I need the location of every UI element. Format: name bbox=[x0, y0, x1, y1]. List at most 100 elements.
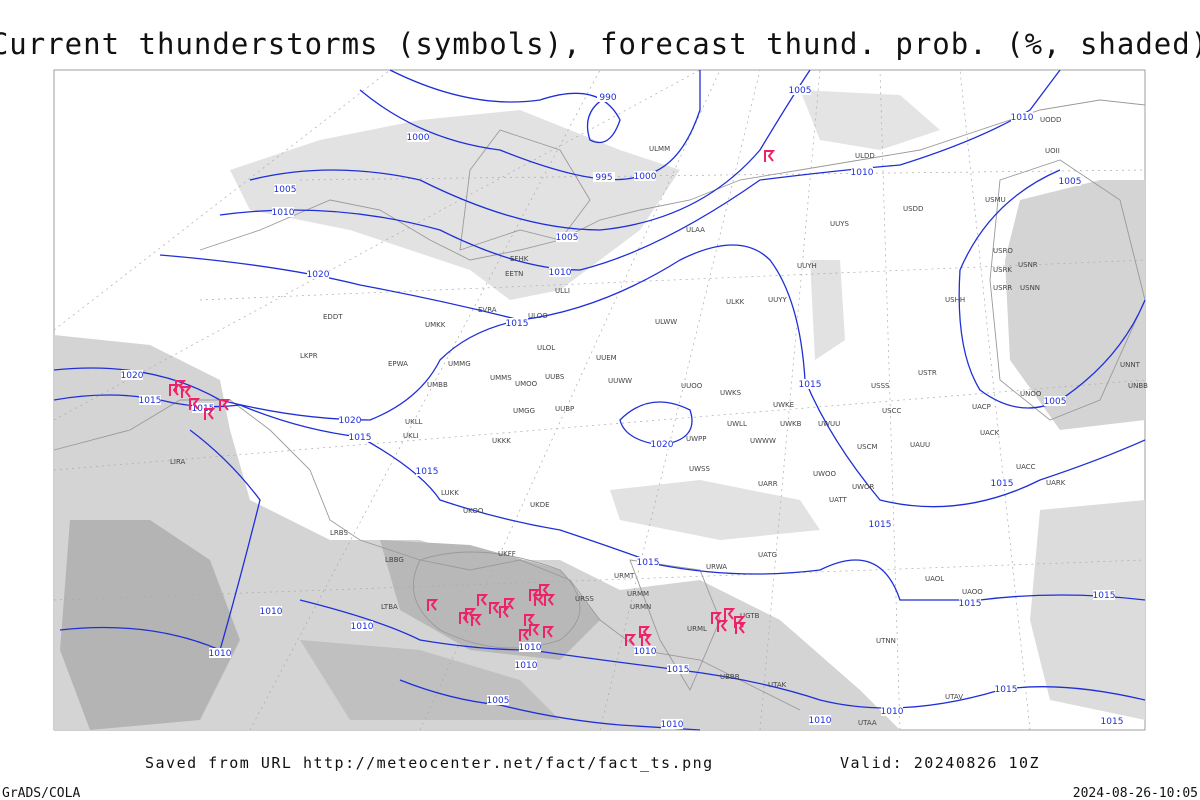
station-label: UACP bbox=[972, 403, 991, 411]
map-labels: 990 1005 1010 1000 1000 995 1010 1005 1005 1010 10… bbox=[121, 85, 1148, 730]
thunderstorm-symbols bbox=[169, 150, 776, 646]
station-label: UAOL bbox=[925, 575, 944, 583]
station-label: LKPR bbox=[300, 352, 318, 360]
isobar-label-bg bbox=[139, 395, 161, 405]
station-label: UACC bbox=[1016, 463, 1036, 471]
coast-caspian bbox=[629, 559, 721, 691]
isobar-label: 1005 bbox=[789, 86, 812, 96]
isobar-label-bg bbox=[789, 85, 811, 95]
isobar bbox=[219, 69, 1061, 271]
thunderstorm-symbol bbox=[625, 634, 637, 646]
station-label: UKDE bbox=[530, 501, 550, 509]
isobar-label-bg bbox=[651, 439, 673, 449]
isobar-label-bg bbox=[1093, 590, 1115, 600]
isobar-label-bg bbox=[549, 267, 571, 277]
isobar-label-bg bbox=[634, 646, 656, 656]
isobar-label: 1010 bbox=[351, 622, 374, 632]
shade-arctic bbox=[800, 90, 940, 150]
station-label: USRO bbox=[993, 247, 1013, 255]
isobar-label: 1015 bbox=[192, 404, 215, 414]
isobar-label: 1015 bbox=[637, 558, 660, 568]
shade-east bbox=[1005, 180, 1145, 430]
isobar-label-bg bbox=[959, 598, 981, 608]
isobar-label-bg bbox=[487, 695, 509, 705]
station-label: LBBG bbox=[385, 556, 404, 564]
coast-okhotsk bbox=[989, 159, 1146, 421]
coast-black-sea bbox=[412, 551, 581, 649]
isobar-label-bg bbox=[192, 403, 214, 413]
isobar-label-bg bbox=[851, 167, 873, 177]
station-label: ULMM bbox=[649, 145, 670, 153]
thunderstorm-symbol bbox=[543, 626, 555, 638]
isobar-label-bg bbox=[274, 184, 296, 194]
isobar bbox=[359, 70, 701, 181]
thunderstorm-symbol bbox=[539, 584, 551, 596]
thunderstorm-symbol bbox=[717, 620, 729, 632]
isobar-label-bg bbox=[634, 171, 656, 181]
station-label: UATT bbox=[829, 496, 848, 504]
station-label: LUKK bbox=[441, 489, 459, 497]
isobar-label: 1010 bbox=[661, 720, 684, 730]
station-label: UOII bbox=[1045, 147, 1060, 155]
thunderstorm-symbol bbox=[529, 624, 541, 636]
isobar-label-bg bbox=[339, 415, 361, 425]
isobar-label-bg bbox=[519, 642, 541, 652]
isobar-label: 1015 bbox=[139, 396, 162, 406]
isobar-label-bg bbox=[407, 132, 429, 142]
station-label: UKLL bbox=[405, 418, 423, 426]
thunderstorm-symbol bbox=[204, 408, 216, 420]
isobar-label: 1010 bbox=[515, 661, 538, 671]
isobar bbox=[249, 69, 811, 231]
station-label: UWWW bbox=[750, 437, 776, 445]
isobar-label: 1005 bbox=[1059, 177, 1082, 187]
isobar-label: 1015 bbox=[959, 599, 982, 609]
station-label: UTAK bbox=[768, 681, 787, 689]
station-label: UMMG bbox=[448, 360, 471, 368]
isobar-label-bg bbox=[209, 648, 231, 658]
station-label: UACK bbox=[980, 429, 1000, 437]
isobar-label: 1000 bbox=[407, 133, 430, 143]
station-label: UKOO bbox=[463, 507, 484, 515]
isobar-label-bg bbox=[506, 318, 528, 328]
isobar-label-bg bbox=[1101, 716, 1123, 726]
isobar bbox=[958, 169, 1146, 409]
isobar-label-bg bbox=[556, 232, 578, 242]
isobar-label: 1015 bbox=[1101, 717, 1124, 727]
station-label: UAOO bbox=[962, 588, 983, 596]
isobar-label: 1020 bbox=[339, 416, 362, 426]
thunderstorm-symbol bbox=[524, 614, 536, 626]
isobar-label: 1010 bbox=[851, 168, 874, 178]
graticule-lines bbox=[53, 69, 1146, 731]
station-label: URWA bbox=[706, 563, 727, 571]
isobar bbox=[619, 401, 693, 446]
isobar-label: 1015 bbox=[349, 433, 372, 443]
station-label: LIRA bbox=[170, 458, 186, 466]
isobar-label: 1010 bbox=[272, 208, 295, 218]
station-label: USDD bbox=[903, 205, 923, 213]
isobar-label: 1010 bbox=[260, 607, 283, 617]
thunderstorm-symbol bbox=[534, 594, 546, 606]
station-label: UWOR bbox=[852, 483, 875, 491]
isobar-label: 1015 bbox=[799, 380, 822, 390]
isobar-label-bg bbox=[991, 478, 1013, 488]
isobar-label-bg bbox=[995, 684, 1017, 694]
shade-far-east bbox=[1030, 500, 1145, 720]
station-label: UMKK bbox=[425, 321, 446, 329]
isobar-label: 1015 bbox=[667, 665, 690, 675]
station-label: UWKS bbox=[720, 389, 742, 397]
shade-north bbox=[230, 110, 680, 300]
station-label: UUBS bbox=[545, 373, 565, 381]
isobar-label: 1015 bbox=[1093, 591, 1116, 601]
station-label: USHH bbox=[945, 296, 965, 304]
thunderstorm-symbol bbox=[711, 612, 723, 624]
timestamp: 2024-08-26-10:05 bbox=[1073, 786, 1198, 800]
isobar-label-bg bbox=[1059, 176, 1081, 186]
isobar bbox=[159, 244, 1146, 508]
station-label: URML bbox=[687, 625, 707, 633]
graticule bbox=[53, 69, 1146, 731]
thunderstorm-symbol bbox=[724, 608, 736, 620]
station-label: UMMS bbox=[490, 374, 512, 382]
thunderstorm-symbol bbox=[519, 629, 531, 641]
isobar-label: 995 bbox=[595, 173, 612, 183]
